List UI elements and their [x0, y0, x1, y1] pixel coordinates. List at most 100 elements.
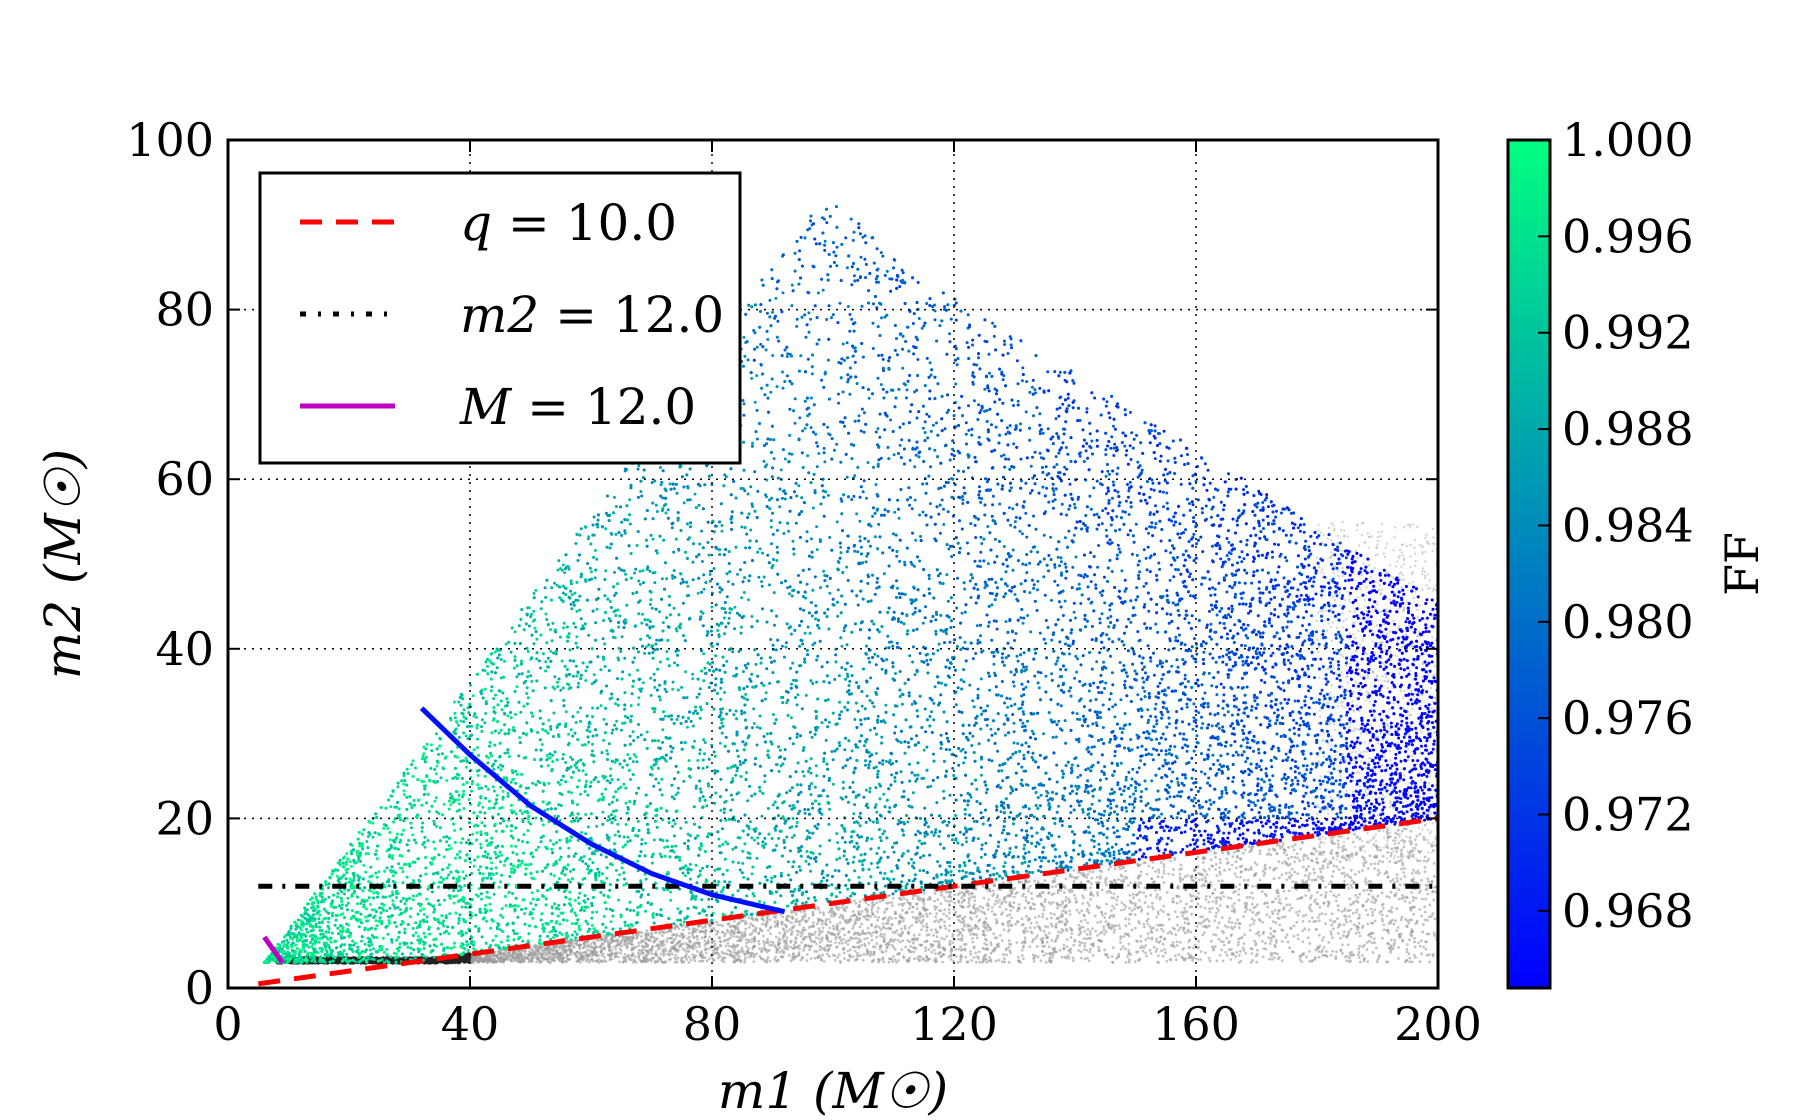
scatter-point-gray — [1119, 935, 1122, 938]
scatter-point-gray — [936, 898, 939, 901]
scatter-point-gray — [1332, 865, 1335, 868]
scatter-point-gray — [908, 907, 911, 910]
scatter-point-gray — [1215, 863, 1218, 866]
scatter-point-gray — [1183, 927, 1186, 930]
scatter-point-gray — [1337, 909, 1340, 912]
scatter-point-gray — [851, 927, 854, 930]
scatter-point-gray — [875, 902, 878, 905]
scatter-point-gray — [1139, 958, 1142, 961]
scatter-point-gray — [1021, 949, 1024, 952]
scatter-point-gray — [1367, 913, 1370, 916]
scatter-point-gray — [821, 939, 824, 942]
scatter-point-gray — [1338, 868, 1341, 871]
scatter-point-gray — [943, 938, 946, 941]
scatter-point-gray — [1010, 923, 1013, 926]
scatter-point-gray — [1419, 833, 1422, 836]
scatter-point-gray — [1199, 905, 1202, 908]
scatter-point-gray — [973, 899, 976, 902]
scatter-point-gray — [1184, 888, 1187, 891]
scatter-point-gray — [1296, 898, 1299, 901]
scatter-point-gray — [783, 932, 786, 935]
scatter-point-gray — [858, 954, 861, 957]
scatter-point-gray — [1370, 932, 1373, 935]
scatter-point-gray — [1420, 952, 1423, 955]
scatter-point-gray — [1358, 956, 1361, 959]
scatter-point-gray — [1272, 920, 1275, 923]
scatter-point-gray — [594, 945, 597, 948]
scatter-point-gray — [1320, 894, 1323, 897]
scatter-point-gray — [1376, 848, 1379, 851]
scatter-point-gray — [882, 923, 885, 926]
scatter-point-gray — [753, 937, 756, 940]
scatter-point-gray — [1189, 893, 1192, 896]
scatter-point-gray — [1199, 958, 1202, 961]
scatter-point-gray — [599, 945, 602, 948]
scatter-point-gray — [901, 909, 904, 912]
scatter-point-gray — [719, 945, 722, 948]
scatter-point-gray — [804, 919, 807, 922]
scatter-point-gray — [1263, 902, 1266, 905]
scatter-point-gray — [1266, 906, 1269, 909]
scatter-point-gray — [1190, 879, 1193, 882]
scatter-point-gray — [897, 939, 900, 942]
scatter-point-gray — [1047, 926, 1050, 929]
scatter-point-gray — [682, 947, 685, 950]
scatter-point-gray — [1393, 881, 1396, 884]
scatter-point-gray — [830, 915, 833, 918]
scatter-point-gray — [580, 958, 583, 961]
scatter-point-gray — [1188, 946, 1191, 949]
scatter-point-gray — [1240, 865, 1243, 868]
scatter-point-gray — [1251, 952, 1254, 955]
scatter-point-gray — [1175, 958, 1178, 961]
scatter-point-gray — [920, 922, 923, 925]
scatter-point-gray — [649, 940, 652, 943]
scatter-point-gray — [1321, 912, 1324, 915]
scatter-point-gray — [1281, 959, 1284, 962]
scatter-point-gray — [1293, 856, 1296, 859]
scatter-point-gray — [1077, 934, 1080, 937]
scatter-point-gray — [1428, 904, 1431, 907]
scatter-point-gray — [916, 957, 919, 960]
scatter-point-gray — [688, 928, 691, 931]
scatter-point-gray — [677, 956, 680, 959]
scatter-point-gray — [829, 940, 832, 943]
scatter-point-gray — [918, 911, 921, 914]
scatter-point-gray — [1234, 955, 1237, 958]
scatter-point-gray — [1238, 899, 1241, 902]
scatter-point-gray — [686, 950, 689, 953]
scatter-point-gray — [1204, 876, 1207, 879]
scatter-point-gray — [1203, 931, 1206, 934]
scatter-point-gray — [1131, 909, 1134, 912]
scatter-point-gray — [1412, 899, 1415, 902]
scatter-point-gray — [945, 915, 948, 918]
scatter-point-gray — [1115, 924, 1118, 927]
scatter-point-gray — [610, 952, 613, 955]
scatter-point-gray — [771, 944, 774, 947]
scatter-point-gray — [1238, 954, 1241, 957]
scatter-point-gray — [852, 925, 855, 928]
scatter-point-gray — [760, 957, 763, 960]
scatter-point-gray — [1348, 897, 1351, 900]
scatter-point-gray — [1340, 949, 1343, 952]
scatter-point-gray — [1377, 869, 1380, 872]
scatter-point-gray — [772, 941, 775, 944]
scatter-point-gray — [938, 944, 941, 947]
scatter-point-gray — [964, 956, 967, 959]
scatter-point-gray — [1269, 866, 1272, 869]
scatter-point-gray — [936, 935, 939, 938]
scatter-point-gray — [1244, 952, 1247, 955]
scatter-point-gray — [1230, 958, 1233, 961]
scatter-point-gray — [1076, 909, 1079, 912]
scatter-point-gray — [948, 903, 951, 906]
scatter-point-gray — [1080, 942, 1083, 945]
scatter-point-gray — [1073, 894, 1076, 897]
scatter-point-gray — [717, 931, 720, 934]
scatter-point-gray — [721, 951, 724, 954]
scatter-point-gray — [1152, 908, 1155, 911]
scatter-point-gray — [1231, 864, 1234, 867]
scatter-point-gray — [1021, 895, 1024, 898]
scatter-point-gray — [1080, 950, 1083, 953]
scatter-point-gray — [926, 926, 929, 929]
scatter-point-gray — [1243, 933, 1246, 936]
scatter-point-gray — [828, 911, 831, 914]
